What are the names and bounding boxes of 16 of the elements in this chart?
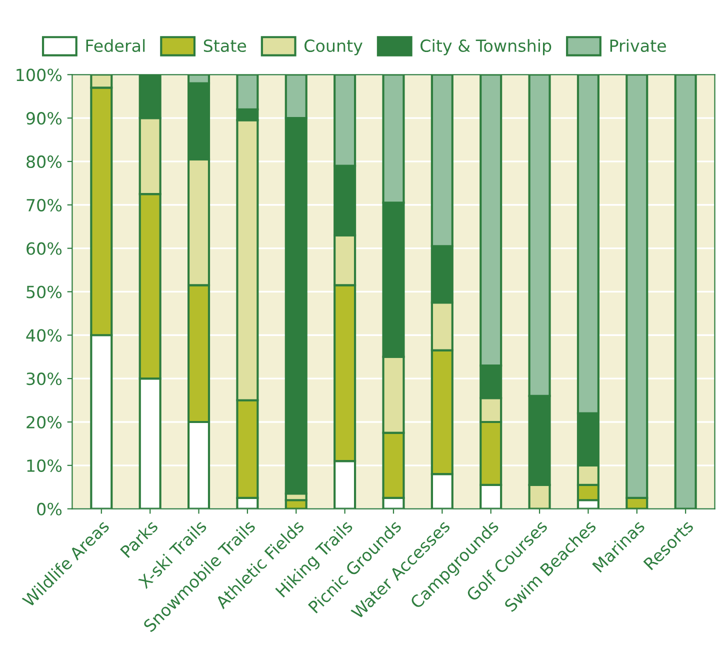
legend-label: Private: [610, 39, 666, 52]
y-tick-label: 100%: [16, 68, 62, 82]
y-tick-label: 20%: [26, 416, 62, 429]
legend-label: City & Township: [420, 39, 552, 56]
y-tick-label: 40%: [26, 329, 62, 342]
y-tick-label: 30%: [26, 372, 62, 386]
y-tick-label: 60%: [26, 242, 62, 255]
legend-label: Federal: [86, 39, 145, 52]
legend-label: State: [204, 39, 246, 52]
y-tick-label: 50%: [26, 286, 62, 298]
y-tick-label: 0%: [37, 502, 62, 516]
y-tick-label: 70%: [26, 198, 62, 212]
y-tick-label: 10%: [27, 459, 62, 472]
y-tick-label: 80%: [26, 155, 62, 168]
legend-label: County: [304, 39, 362, 56]
y-tick-label: 90%: [26, 112, 62, 125]
